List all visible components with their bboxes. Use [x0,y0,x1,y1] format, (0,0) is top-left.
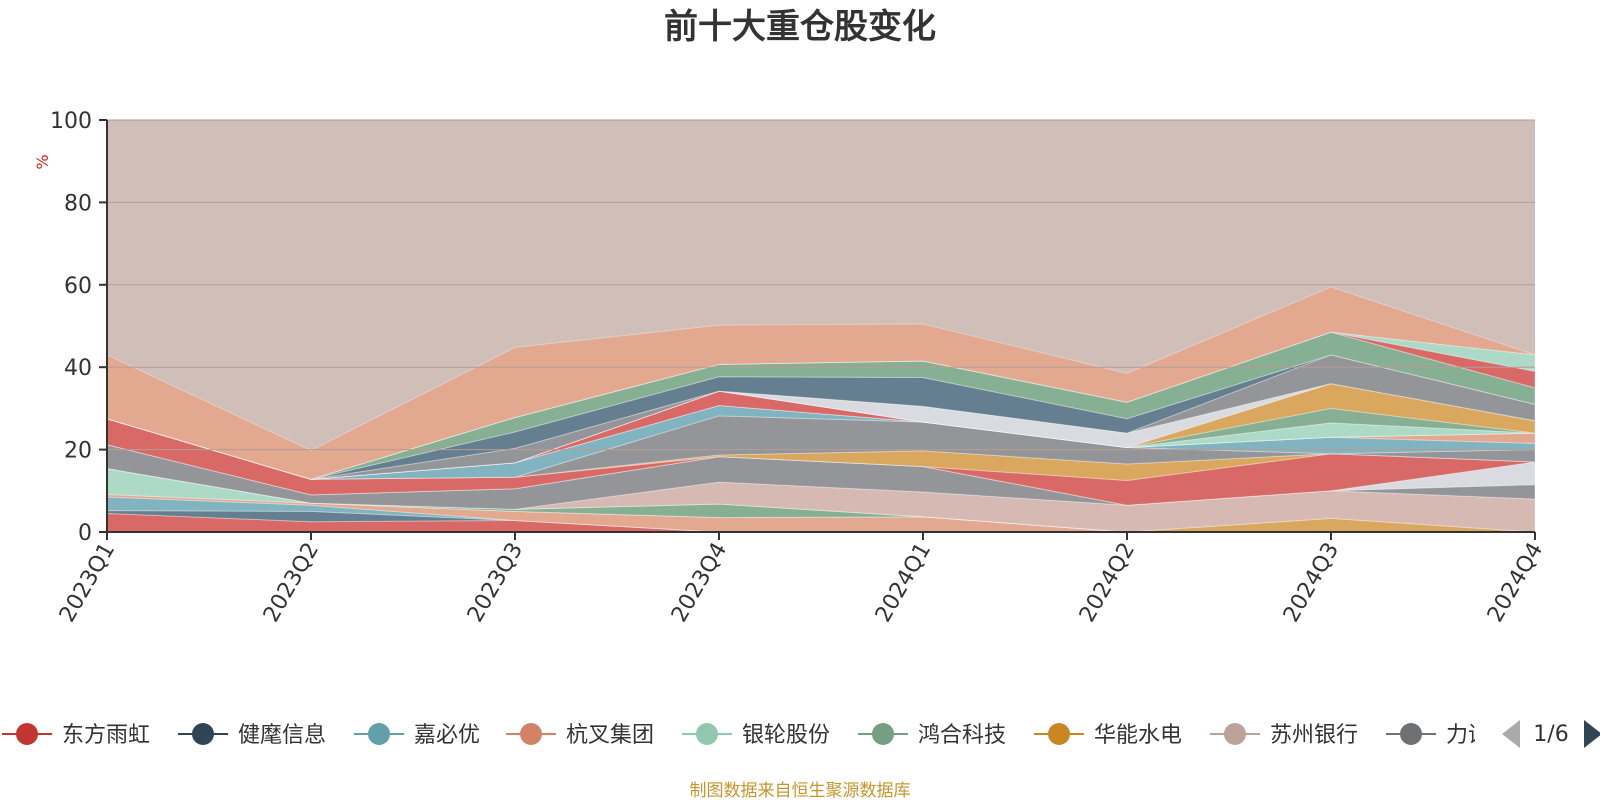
x-tick-label: 2023Q3 [463,539,528,627]
legend-label: 杭叉集团 [566,723,654,748]
y-tick-label: 80 [64,191,92,216]
legend-marker-icon [16,723,38,745]
legend-item[interactable]: 健麾信息 [178,723,326,748]
x-tick-label: 2024Q2 [1075,539,1140,627]
area-series [106,331,1536,480]
y-tick-label: 40 [64,356,92,381]
legend-item[interactable]: 力诺特玻 [1386,723,1534,748]
legend: 东方雨虹 健麾信息 嘉必优 杭叉集团 银轮股份 鸿合科技 华能水电 苏州银行 力诺特玻 [2,723,1534,748]
legend-item[interactable]: 东方雨虹 [2,723,150,748]
legend-next-page-button[interactable] [1584,720,1600,748]
legend-label: 银轮股份 [742,723,830,748]
legend-label: 嘉必优 [414,723,480,748]
legend-page-indicator: 1/6 [1533,722,1568,747]
data-source-footer: 制图数据来自恒生聚源数据库 [690,781,911,800]
legend-prev-page-button[interactable] [1502,720,1520,748]
area-series [106,331,1536,480]
legend-marker-icon [1400,723,1422,745]
legend-marker-icon [696,723,718,745]
legend-item[interactable]: 杭叉集团 [506,723,654,748]
legend-label: 苏州银行 [1270,723,1358,748]
legend-marker-icon [1224,723,1246,745]
x-tick-label: 2024Q1 [871,539,936,627]
chart-title: 前十大重仓股变化 [664,7,936,47]
legend-marker-icon [1048,723,1070,745]
area-series [106,444,1536,510]
y-axis-unit: % [33,154,52,169]
legend-label: 东方雨虹 [62,723,150,748]
area-series [106,331,1536,480]
legend-item[interactable]: 嘉必优 [354,723,480,748]
gridlines [107,119,1535,451]
y-tick-label: 20 [64,439,92,464]
x-tick-label: 2023Q2 [259,539,324,627]
legend-marker-icon [192,723,214,745]
area-series [106,286,1536,480]
y-tick-label: 0 [78,521,92,546]
legend-label: 力诺特玻 [1446,723,1534,748]
y-tick-label: 100 [50,109,92,134]
legend-label: 鸿合科技 [918,723,1006,748]
x-tick-label: 2023Q1 [55,539,120,627]
legend-item[interactable]: 银轮股份 [682,723,830,748]
y-tick-label: 60 [64,274,92,299]
legend-label: 华能水电 [1094,723,1182,748]
x-tick-label: 2024Q3 [1279,539,1344,627]
legend-item[interactable]: 鸿合科技 [858,723,1006,748]
legend-label: 健麾信息 [238,723,326,748]
x-tick-label: 2024Q4 [1483,539,1548,627]
legend-marker-icon [872,723,894,745]
area-layers [106,286,1536,533]
next-page-icon [1584,720,1600,748]
x-tick-label: 2023Q4 [667,539,732,627]
legend-marker-icon [368,723,390,745]
legend-item[interactable]: 华能水电 [1034,723,1182,748]
legend-marker-icon [520,723,542,745]
plot-area: 0 20 40 60 80 100 2023Q1 2023Q2 2023Q3 2023Q4 2024… [50,109,1548,627]
prev-page-icon [1502,720,1520,748]
legend-item[interactable]: 苏州银行 [1210,723,1358,748]
